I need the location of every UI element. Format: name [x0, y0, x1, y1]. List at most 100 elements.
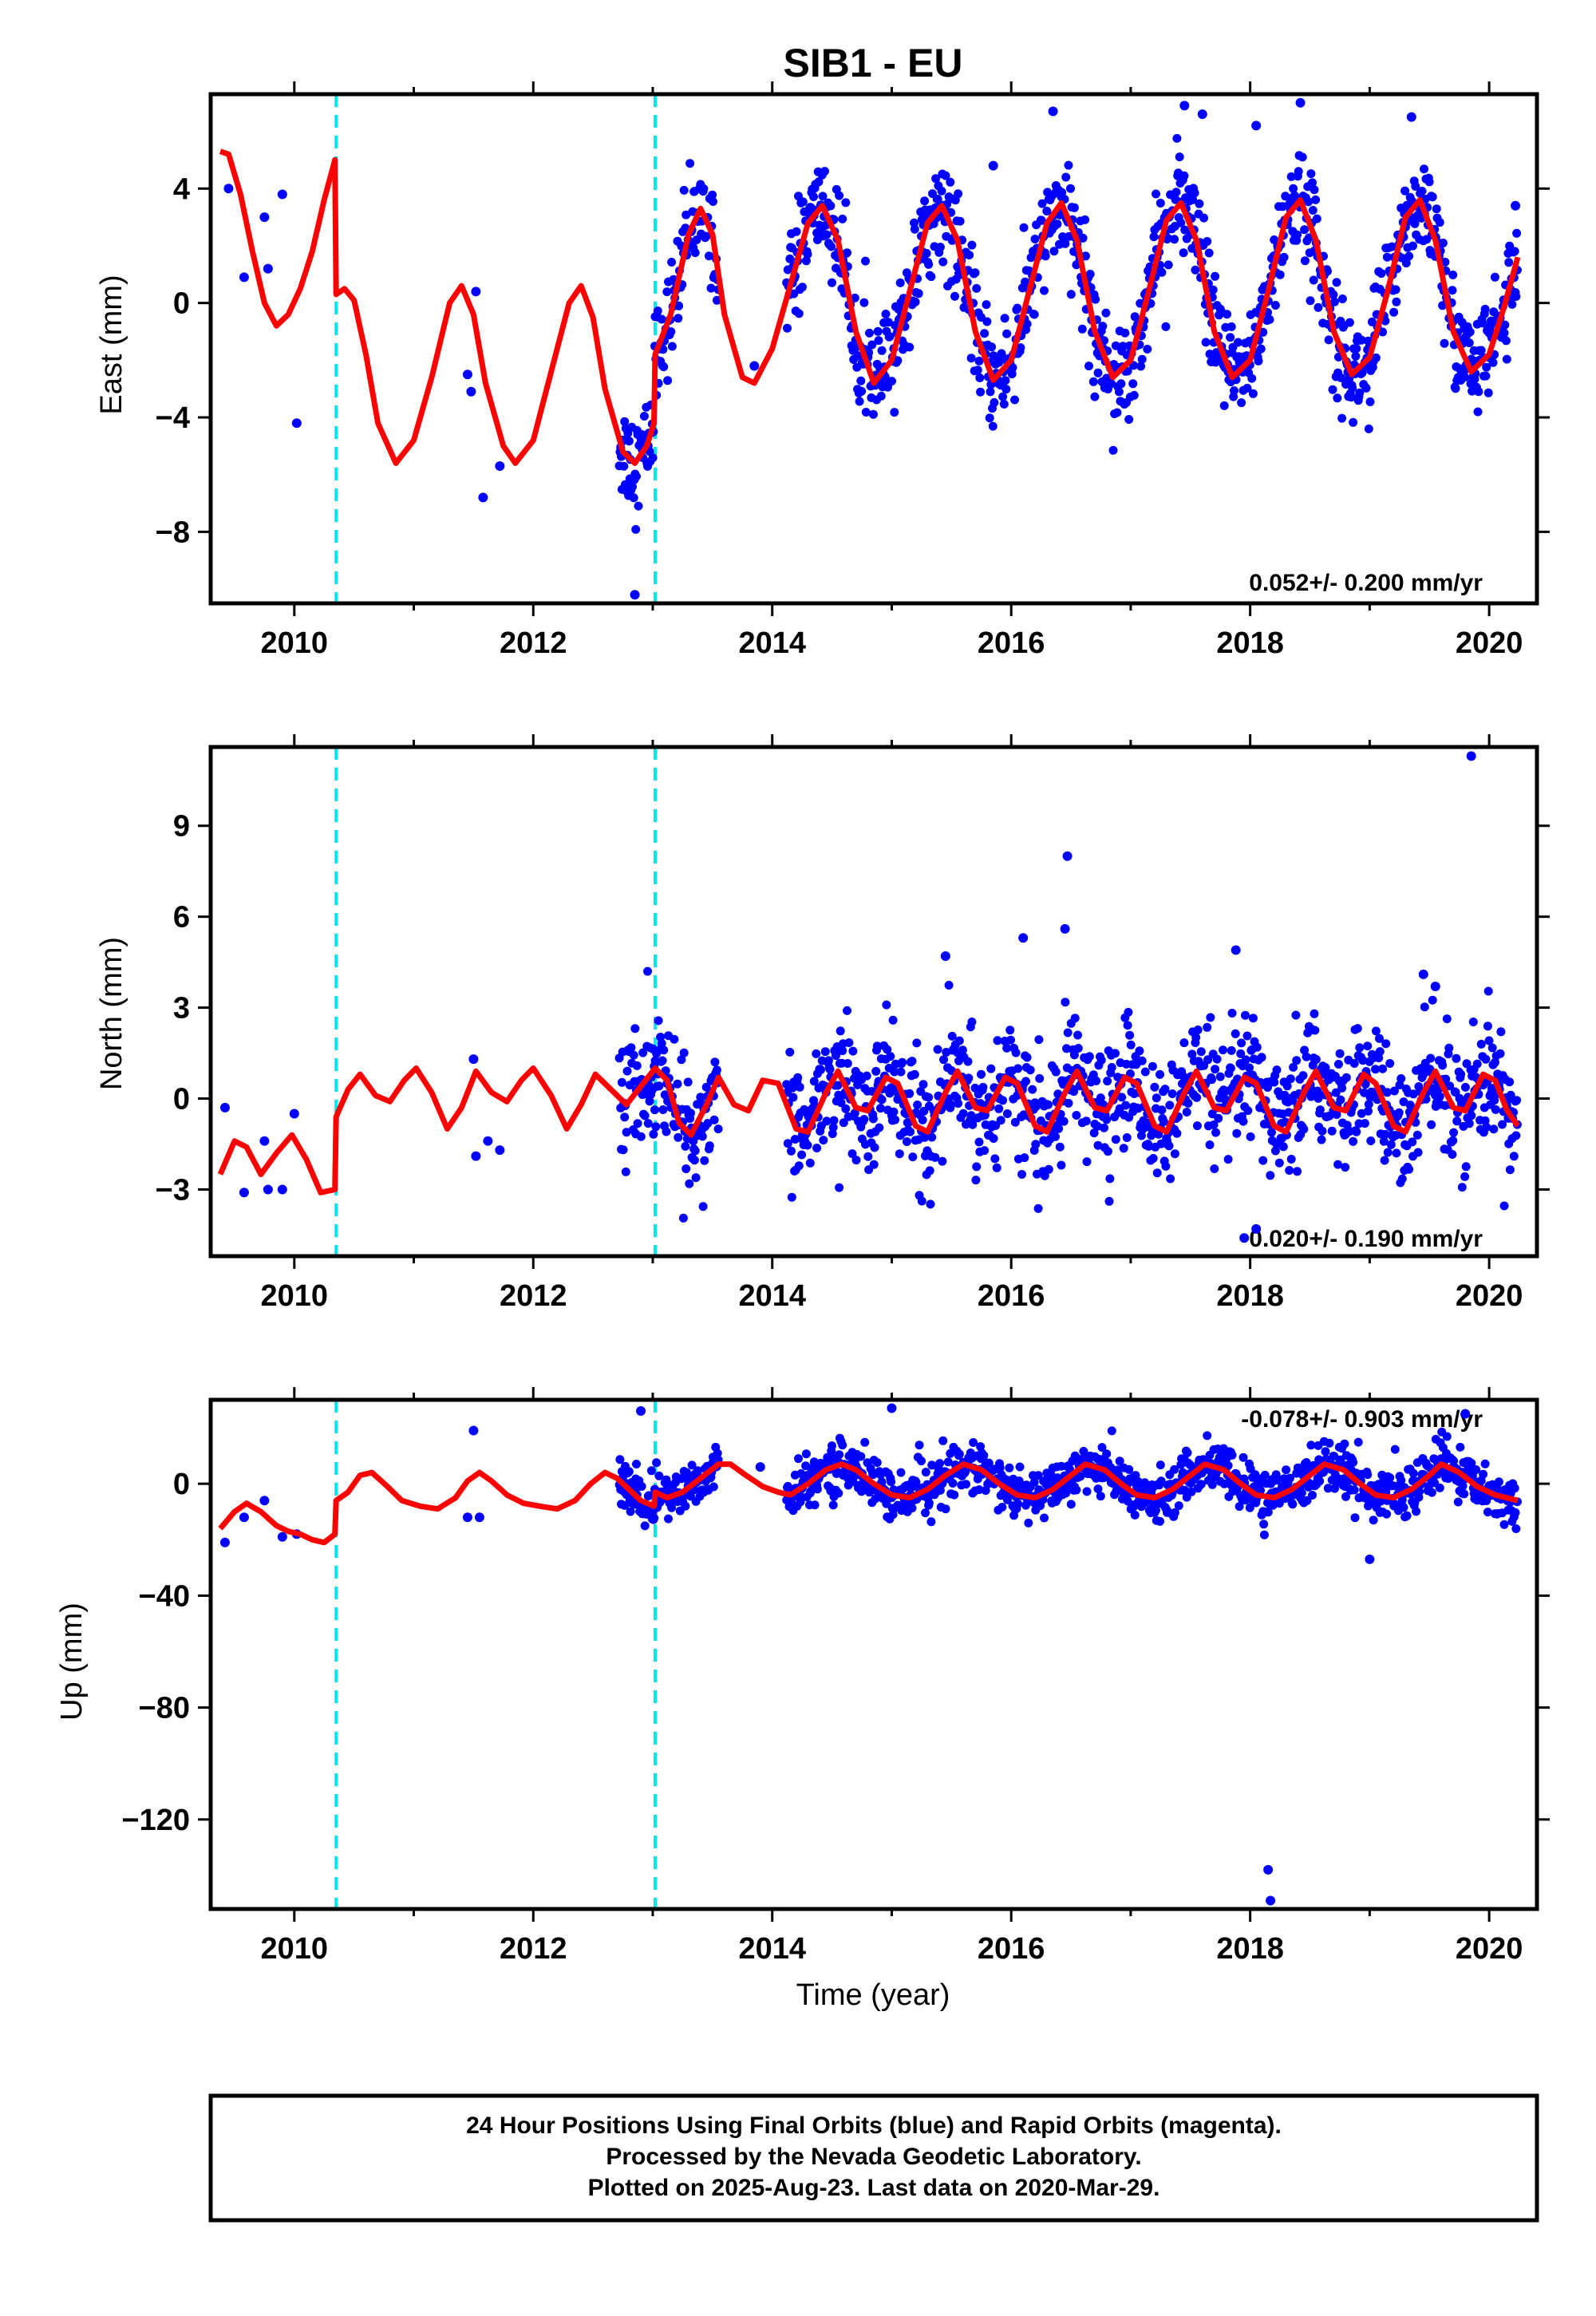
- up-data-point: [1427, 1488, 1436, 1497]
- north-data-point: [622, 1128, 631, 1137]
- north-data-point: [1172, 1128, 1182, 1138]
- north-data-point: [1150, 1082, 1159, 1092]
- east-data-point: [1286, 172, 1296, 181]
- east-data-point: [798, 197, 808, 207]
- up-data-point: [1107, 1426, 1116, 1436]
- east-data-point: [653, 306, 662, 316]
- up-data-point: [1082, 1487, 1092, 1496]
- north-data-point: [1467, 1111, 1476, 1120]
- north-data-point: [1327, 1126, 1337, 1136]
- north-data-point: [847, 1149, 857, 1159]
- north-data-point: [1321, 1063, 1330, 1073]
- north-data-point: [1055, 1142, 1065, 1152]
- east-x-tick-label: 2014: [738, 626, 806, 660]
- east-data-point: [1289, 184, 1298, 193]
- north-data-point: [1002, 1043, 1012, 1053]
- east-data-point: [941, 171, 950, 180]
- east-data-point: [1108, 445, 1118, 455]
- north-data-point: [1380, 1156, 1389, 1165]
- east-data-point: [1308, 178, 1317, 188]
- east-data-point: [1346, 393, 1356, 402]
- up-data-point: [1341, 1492, 1350, 1501]
- north-data-points: [219, 751, 1522, 1243]
- east-data-point: [1091, 294, 1100, 304]
- east-data-point: [1195, 199, 1204, 208]
- north-data-point: [1241, 1055, 1250, 1065]
- north-data-point: [1203, 1022, 1212, 1032]
- north-data-point: [843, 1006, 851, 1015]
- north-data-point: [1352, 1127, 1361, 1136]
- north-data-point: [1293, 1167, 1302, 1176]
- up-data-point: [646, 1466, 656, 1476]
- north-data-point: [1070, 1014, 1080, 1023]
- north-data-point: [1272, 1065, 1282, 1075]
- east-data-point: [1448, 286, 1457, 295]
- north-data-point: [1159, 1117, 1168, 1126]
- east-x-tick-label: 2020: [1456, 626, 1523, 660]
- east-data-point: [1348, 383, 1357, 393]
- north-data-point: [908, 1152, 918, 1162]
- north-data-point: [913, 1101, 922, 1109]
- east-data-point: [1400, 186, 1410, 196]
- up-data-point: [1040, 1513, 1049, 1523]
- north-data-point: [876, 1104, 885, 1113]
- north-data-point: [927, 1132, 937, 1142]
- up-data-point: [654, 1471, 664, 1480]
- east-data-point: [1448, 271, 1458, 279]
- north-data-point: [1363, 1041, 1373, 1051]
- north-data-point: [1385, 1059, 1395, 1068]
- up-data-point: [637, 1482, 646, 1491]
- footer-line-3: Plotted on 2025-Aug-23. Last data on 202…: [588, 2175, 1160, 2201]
- north-data-point: [918, 1080, 928, 1089]
- north-data-point: [1313, 1086, 1322, 1096]
- up-data-point: [1308, 1491, 1317, 1500]
- north-data-point: [1286, 1074, 1295, 1084]
- north-y-tick-label: 9: [173, 810, 190, 844]
- east-data-point: [854, 351, 863, 361]
- east-data-point: [1306, 296, 1315, 306]
- north-data-point: [1499, 1201, 1509, 1211]
- north-data-point: [1274, 1158, 1284, 1168]
- up-outlier-point: [1365, 1554, 1375, 1564]
- north-data-point: [705, 1141, 714, 1151]
- north-data-point: [1107, 1063, 1116, 1072]
- up-y-tick-label: 0: [173, 1468, 190, 1501]
- north-data-point: [1010, 1117, 1020, 1127]
- east-data-point: [1293, 230, 1302, 239]
- east-data-point: [1511, 292, 1521, 301]
- north-data-point: [944, 981, 954, 990]
- north-outlier-point: [277, 1184, 287, 1195]
- north-data-point: [1057, 1160, 1066, 1170]
- east-data-point: [937, 186, 946, 196]
- north-data-point: [1092, 1121, 1102, 1131]
- north-data-point: [1209, 1120, 1219, 1129]
- east-data-point: [990, 397, 999, 407]
- north-data-point: [1289, 1062, 1298, 1072]
- east-data-point: [663, 376, 673, 385]
- up-outlier-point: [1460, 1409, 1471, 1419]
- north-data-point: [991, 1120, 1001, 1130]
- up-data-point: [838, 1441, 847, 1450]
- east-data-point: [976, 387, 986, 397]
- east-data-point: [1001, 385, 1011, 394]
- east-data-point: [1093, 368, 1103, 377]
- north-outlier-point: [1430, 982, 1440, 992]
- up-data-point: [927, 1460, 937, 1470]
- east-data-point: [1179, 248, 1188, 258]
- north-data-point: [1278, 1142, 1288, 1152]
- east-data-point: [1156, 199, 1165, 207]
- east-data-point: [1111, 341, 1120, 350]
- north-data-point: [1317, 1126, 1327, 1136]
- east-data-point: [1476, 346, 1486, 355]
- east-data-point: [783, 323, 792, 333]
- up-data-point: [1282, 1465, 1291, 1475]
- north-data-point: [1122, 1133, 1132, 1142]
- north-data-point: [1223, 1155, 1233, 1164]
- north-outlier-point: [1231, 945, 1241, 955]
- up-data-point: [962, 1480, 970, 1489]
- up-x-tick-label: 2012: [500, 1932, 567, 1966]
- north-data-point: [622, 1066, 632, 1076]
- east-y-tick-label: 0: [173, 287, 190, 321]
- figure-title: SIB1 - EU: [783, 41, 962, 85]
- east-data-point: [1337, 294, 1347, 303]
